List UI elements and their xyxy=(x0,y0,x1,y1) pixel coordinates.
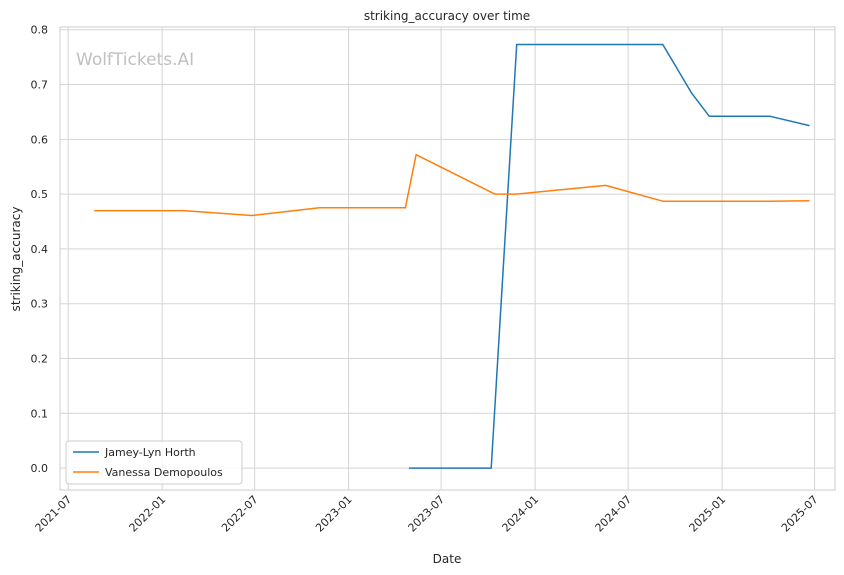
x-tick-label: 2021-07 xyxy=(33,493,75,535)
legend: Jamey-Lyn Horth Vanessa Demopoulos xyxy=(65,440,243,485)
plot-background xyxy=(59,26,836,491)
watermark: WolfTickets.AI xyxy=(76,50,194,70)
x-tick-label: 2024-07 xyxy=(593,493,635,535)
legend-label-vanessa-demopoulos: Vanessa Demopoulos xyxy=(105,466,223,479)
x-axis-label: Date xyxy=(433,552,462,566)
legend-box xyxy=(65,440,243,485)
chart-title: striking_accuracy over time xyxy=(364,9,530,23)
y-tick-label: 0.2 xyxy=(31,352,49,365)
legend-label-jamey-lyn-horth: Jamey-Lyn Horth xyxy=(104,446,196,459)
y-tick-label: 0.8 xyxy=(31,24,49,37)
y-tick-label: 0.6 xyxy=(31,133,49,146)
x-tick-label: 2022-07 xyxy=(219,493,261,535)
x-tick-label: 2022-01 xyxy=(127,493,169,535)
x-tick-label: 2025-01 xyxy=(687,493,729,535)
y-tick-label: 0.7 xyxy=(31,79,49,92)
y-axis-label: striking_accuracy xyxy=(9,207,23,312)
x-tick-label: 2024-01 xyxy=(500,493,542,535)
y-tick-label: 0.5 xyxy=(31,188,49,201)
series-line-vanessa-demopoulos xyxy=(94,153,810,217)
x-tick-label: 2023-07 xyxy=(406,493,448,535)
y-axis-ticks: 0.0 0.1 0.2 0.3 0.4 0.5 0.6 0.7 0.8 xyxy=(31,24,49,475)
y-tick-label: 0.3 xyxy=(31,298,49,311)
y-tick-label: 0.4 xyxy=(31,243,49,256)
y-tick-label: 0.1 xyxy=(31,407,49,420)
x-tick-label: 2023-01 xyxy=(313,493,355,535)
x-axis-ticks: 2021-07 2022-01 2022-07 2023-01 2023-07 2024-… xyxy=(33,493,821,535)
x-tick-label: 2025-07 xyxy=(779,493,821,535)
grid-lines xyxy=(60,27,835,490)
y-tick-label: 0.0 xyxy=(31,462,49,475)
series-layer xyxy=(94,43,810,469)
series-line-jamey-lyn-horth xyxy=(408,43,810,469)
